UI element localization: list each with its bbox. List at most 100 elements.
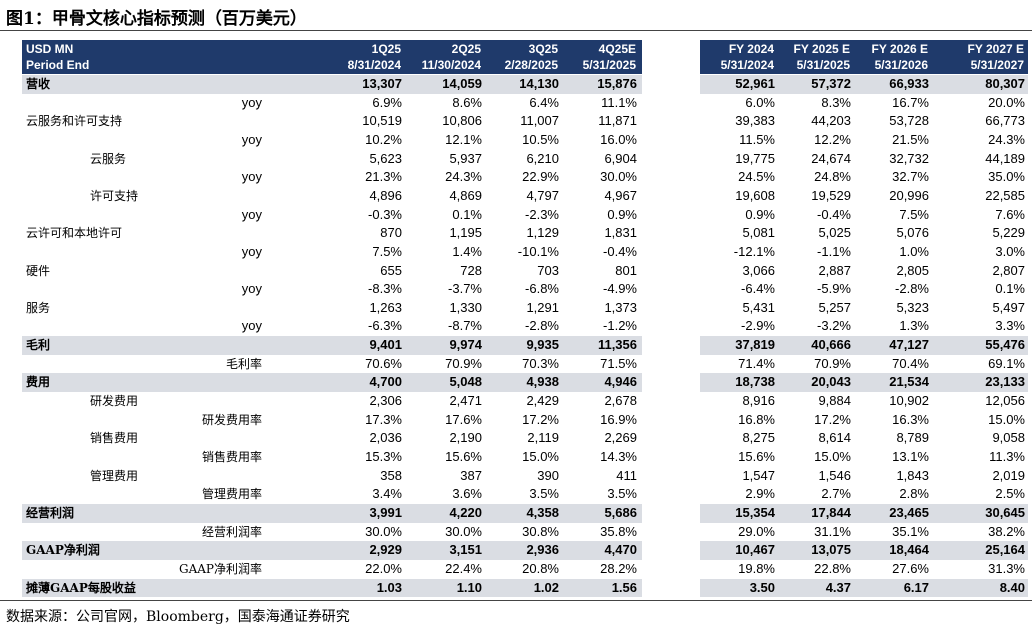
- cell: 70.6%: [365, 355, 402, 371]
- cell: 801: [615, 262, 637, 278]
- cell: 4.37: [825, 579, 851, 595]
- cell: 2,805: [896, 262, 929, 278]
- cell: -5.9%: [817, 281, 851, 297]
- row-shade: [22, 578, 642, 598]
- cell: 13,307: [362, 76, 402, 91]
- cell: -6.8%: [525, 281, 559, 297]
- cell: 5,937: [449, 150, 482, 166]
- cell: 1,195: [449, 225, 482, 241]
- cell: 3.6%: [452, 486, 482, 502]
- cell: 9,935: [526, 337, 559, 353]
- cell: 12,056: [985, 393, 1025, 409]
- cell: 1,330: [449, 299, 482, 315]
- row-shade: [700, 336, 1028, 355]
- cell: 22.4%: [445, 560, 482, 576]
- cell: 30,645: [985, 504, 1025, 520]
- cell: 22.8%: [814, 560, 851, 576]
- cell: 10,806: [442, 113, 482, 129]
- cell: 2.8%: [899, 486, 929, 502]
- cell: 2,119: [527, 430, 559, 446]
- row-shade: [700, 503, 1028, 523]
- cell: -2.8%: [895, 281, 929, 297]
- cell: 390: [537, 467, 559, 483]
- cell: -1.2%: [603, 318, 637, 334]
- cell: 3.4%: [372, 486, 402, 502]
- cell: -12.1%: [733, 243, 775, 259]
- row-shade: [700, 578, 1028, 598]
- cell: 2,936: [526, 542, 559, 558]
- cell: 3,066: [742, 262, 775, 278]
- cell: 19,775: [735, 150, 775, 166]
- cell: 52,961: [735, 76, 775, 91]
- cell: 0.1%: [452, 206, 482, 222]
- cell: 2,471: [449, 393, 482, 409]
- cell: 6.4%: [529, 94, 559, 110]
- cell: 3.5%: [607, 486, 637, 502]
- cell: 15,354: [735, 504, 775, 520]
- cell: 22,585: [985, 187, 1025, 203]
- source: 数据来源：公司官网，Bloomberg，国泰海通证券研究: [6, 609, 350, 625]
- row-label: 销售费用: [90, 431, 139, 446]
- cell: 44,203: [811, 113, 851, 129]
- cell: -3.7%: [448, 281, 482, 297]
- cell: 32,732: [889, 150, 929, 166]
- cell: -8.3%: [368, 281, 402, 297]
- header-bg: [22, 40, 642, 74]
- cell: 55,476: [985, 337, 1025, 353]
- column-name: FY 2026 E: [871, 42, 928, 56]
- cell: 6.9%: [372, 94, 402, 110]
- cell: 2.5%: [995, 486, 1025, 502]
- cell: 13.1%: [892, 449, 929, 464]
- cell: 15.6%: [445, 449, 482, 464]
- cell: 4,946: [604, 374, 637, 390]
- cell: 1,831: [604, 225, 637, 241]
- row-label: yoy: [241, 281, 262, 297]
- row-shade: [22, 75, 642, 94]
- cell: 1,129: [526, 225, 559, 241]
- cell: 16.7%: [892, 94, 929, 110]
- cell: 7.5%: [899, 206, 929, 222]
- cell: 15.3%: [365, 449, 402, 464]
- row-label: 许可支持: [90, 188, 139, 203]
- cell: -1.1%: [817, 243, 851, 259]
- cell: 870: [380, 225, 402, 241]
- cell: -10.1%: [517, 243, 559, 259]
- row-label: 销售费用率: [201, 450, 262, 464]
- cell: 5,623: [369, 150, 402, 166]
- row-label: yoy: [241, 318, 262, 334]
- cell: 18,464: [889, 542, 929, 558]
- cell: 39,383: [735, 113, 775, 129]
- cell: 4,470: [604, 542, 637, 558]
- column-name: 3Q25: [528, 42, 558, 56]
- cell: 14.3%: [600, 449, 637, 464]
- cell: 3.0%: [995, 243, 1025, 259]
- cell: 3,991: [369, 504, 402, 520]
- cell: 24,674: [811, 150, 851, 166]
- cell: 4,869: [449, 187, 482, 203]
- cell: 11,871: [598, 113, 637, 129]
- cell: 3.3%: [995, 318, 1025, 334]
- column-period: 5/31/2025: [796, 58, 850, 72]
- cell: 4,967: [604, 187, 637, 203]
- cell: 28.2%: [600, 560, 637, 576]
- cell: 12.1%: [445, 131, 482, 147]
- cell: 12.2%: [814, 131, 851, 147]
- cell: 17.6%: [445, 411, 482, 427]
- cell: 30.0%: [445, 523, 482, 539]
- cell: 70.9%: [814, 355, 851, 371]
- header-left: Period End: [26, 58, 90, 72]
- row-shade: [700, 373, 1028, 393]
- cell: 5,257: [818, 299, 851, 315]
- cell: 2.9%: [745, 486, 775, 502]
- cell: 4,220: [449, 504, 482, 520]
- cell: 9,884: [818, 393, 851, 409]
- cell: 21.3%: [365, 169, 402, 185]
- cell: 11.5%: [739, 131, 775, 147]
- cell: 21,534: [889, 374, 929, 390]
- row-label: 管理费用: [90, 468, 139, 483]
- cell: 4,896: [369, 187, 402, 203]
- cell: 66,933: [889, 76, 929, 91]
- cell: 3,151: [449, 542, 482, 558]
- cell: 16.3%: [892, 411, 929, 427]
- cell: 9,974: [449, 337, 482, 353]
